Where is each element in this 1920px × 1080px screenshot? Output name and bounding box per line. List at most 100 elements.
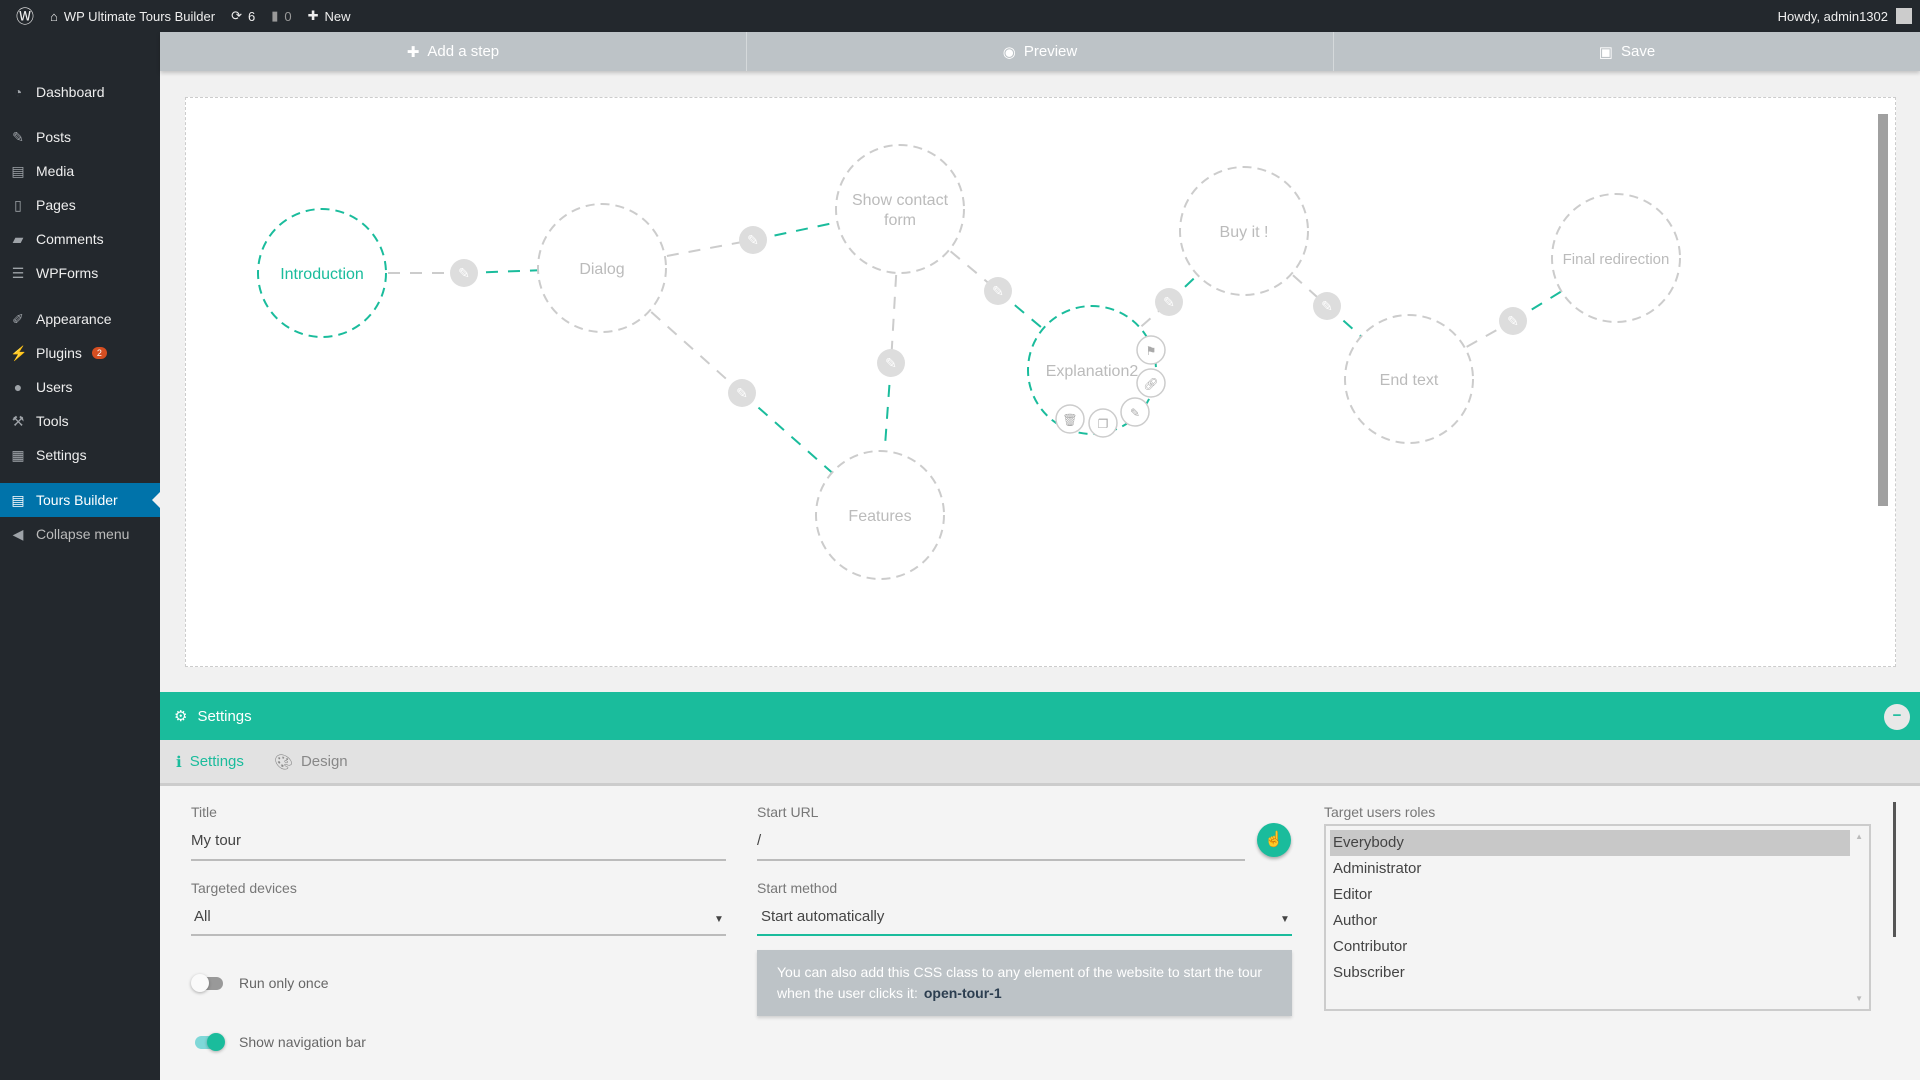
title-underline [191,859,726,861]
step-label: Dialog [579,261,624,278]
role-option[interactable]: Author [1333,912,1378,929]
sidebar-item-tours-builder[interactable]: ▤ Tours Builder [0,483,160,517]
start-method-label: Start method [757,880,838,896]
site-link[interactable]: ⌂ WP Ultimate Tours Builder [50,0,215,32]
pencil-icon: ✎ [1163,294,1175,310]
tour-step-node[interactable]: Features [815,450,945,580]
navigation-bar-toggle[interactable] [191,1033,225,1051]
sidebar-item-label: Settings [36,447,87,463]
edge-edit-button[interactable]: ✎ [450,259,478,287]
info-icon: ℹ [176,753,182,771]
home-icon: ⌂ [50,8,58,24]
tour-step-node[interactable]: Show contact form [835,144,965,274]
sidebar-item-collapse-menu[interactable]: ◀ Collapse menu [0,517,160,551]
toolbar: ✚ Add a step ◉ Preview ▣ Save [160,32,1920,71]
step-circle[interactable] [257,208,387,338]
collapse-panel-button[interactable]: − [1884,704,1910,730]
sidebar-item-plugins[interactable]: ⚡ Plugins 2 [0,336,160,370]
start-url-input[interactable]: / [757,832,762,849]
role-option[interactable]: Contributor [1333,938,1408,955]
scroll-up-icon[interactable]: ▲ [1855,832,1863,841]
canvas-scrollbar[interactable] [1877,112,1888,652]
account-menu[interactable]: Howdy, admin1302 [1778,0,1912,32]
edge-edit-button[interactable]: ✎ [728,379,756,407]
step-circle[interactable] [1551,193,1681,323]
trash-step-button[interactable]: 🗑︎ [1055,404,1085,434]
step-circle[interactable] [537,203,667,333]
pencil-icon: ✎ [1130,406,1140,420]
tour-step-node[interactable]: Introduction [257,208,387,338]
add-step-button[interactable]: ✚ Add a step [160,32,747,71]
roles-listbox[interactable]: ▲ ▼ Everybody Administrator Editor Author Co… [1324,824,1871,1011]
pencil-step-button[interactable]: ✎ [1120,397,1150,427]
title-input[interactable]: My tour [191,832,242,849]
save-button[interactable]: ▣ Save [1334,32,1920,71]
tour-step-node[interactable]: Buy it ! [1179,166,1309,296]
flag-step-button[interactable]: ⚑ [1136,335,1166,365]
avatar [1896,8,1912,24]
step-circle[interactable] [835,144,965,274]
role-option[interactable]: Subscriber [1333,964,1405,981]
edge-line [879,362,892,516]
edge-edit-circle[interactable] [984,277,1012,305]
step-circle[interactable] [1179,166,1309,296]
sidebar-item-pages[interactable]: ▯ Pages [0,188,160,222]
copy-icon: ❐ [1098,417,1109,431]
page-scrollbar[interactable] [1893,802,1896,937]
edge-edit-circle[interactable] [739,226,767,254]
tour-graph: ✎ ✎ ✎ ✎ ✎ ✎ ✎ ✎ Introduction Dialog Show contact fo… [257,144,1681,580]
step-circle[interactable] [815,450,945,580]
plugin-icon: ⚡ [10,345,28,361]
tab-design[interactable]: 🎨︎ Design [274,753,348,771]
role-option[interactable]: Administrator [1333,860,1422,877]
sidebar-item-posts[interactable]: ✎ Posts [0,120,160,154]
sidebar-item-wpforms[interactable]: ☰ WPForms [0,256,160,290]
edge-edit-circle[interactable] [1313,292,1341,320]
step-label: Show contact [852,192,949,209]
sidebar-item-tools[interactable]: ⚒ Tools [0,404,160,438]
comments-link[interactable]: ▮ 0 [271,0,291,32]
copy-step-button[interactable]: ❐ [1088,408,1118,438]
preview-button[interactable]: ◉ Preview [747,32,1334,71]
sidebar-item-media[interactable]: ▤ Media [0,154,160,188]
step-label: Features [848,508,911,525]
sidebar-item-dashboard[interactable]: ◔ Dashboard [0,75,160,109]
scrollbar-thumb[interactable] [1878,114,1888,506]
sidebar-item-settings[interactable]: ▦ Settings [0,438,160,472]
edge-edit-circle[interactable] [728,379,756,407]
edge-edit-button[interactable]: ✎ [1313,292,1341,320]
targeted-devices-select[interactable]: All [194,908,211,925]
edge-edit-button[interactable]: ✎ [984,277,1012,305]
tour-step-node[interactable]: End text [1344,314,1474,444]
step-circle[interactable] [1344,314,1474,444]
tab-design-label: Design [300,753,348,770]
link-step-button[interactable]: 🔗︎ [1136,368,1166,398]
edge-edit-circle[interactable] [1155,288,1183,316]
wordpress-logo-icon[interactable]: Ⓦ [16,7,34,27]
run-once-toggle[interactable] [191,974,225,992]
tour-graph-canvas[interactable]: ✎ ✎ ✎ ✎ ✎ ✎ ✎ ✎ Introduction Dialog Show contact fo… [185,97,1896,667]
new-link[interactable]: ✚ New [308,0,351,32]
start-url-underline [757,859,1245,861]
pick-page-button[interactable]: ☝ [1257,823,1291,857]
edge-edit-button[interactable]: ✎ [1499,307,1527,335]
sidebar-item-comments[interactable]: ▰ Comments [0,222,160,256]
start-method-select[interactable]: Start automatically [761,908,885,925]
info-text: You can also add this CSS class to any e… [777,964,1263,1001]
tour-step-node[interactable]: Dialog [537,203,667,333]
edge-edit-button[interactable]: ✎ [877,349,905,377]
tab-settings[interactable]: ℹ Settings [176,753,244,771]
sidebar-item-users[interactable]: ● Users [0,370,160,404]
role-option[interactable]: Everybody [1330,830,1850,856]
collapse-icon: ◀ [12,526,24,542]
edge-edit-button[interactable]: ✎ [1155,288,1183,316]
tour-step-node[interactable]: Final redirection [1551,193,1681,323]
sidebar-item-appearance[interactable]: ✐ Appearance [0,302,160,336]
edge-edit-circle[interactable] [450,259,478,287]
edge-edit-circle[interactable] [1499,307,1527,335]
edge-edit-circle[interactable] [877,349,905,377]
edge-edit-button[interactable]: ✎ [739,226,767,254]
scroll-down-icon[interactable]: ▼ [1855,994,1863,1003]
role-option[interactable]: Editor [1333,886,1373,903]
updates-link[interactable]: ⟳ 6 [231,0,255,32]
